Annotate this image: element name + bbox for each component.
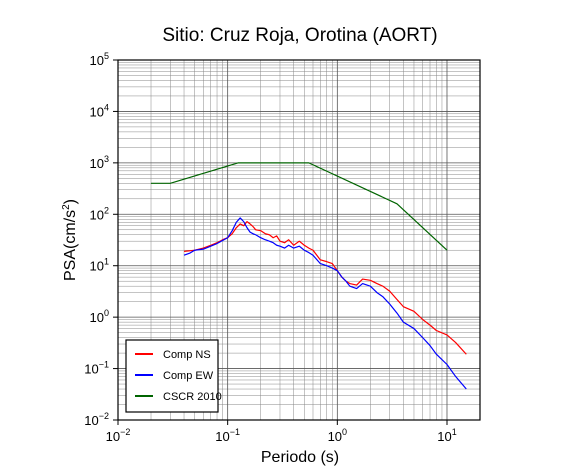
x-tick-label: 10−2 [106, 427, 131, 444]
x-tick-label: 100 [328, 427, 347, 444]
plot-frame [117, 59, 481, 421]
y-tick-labels: 10−2 10−1 100 101 102 103 104 105 [84, 51, 118, 428]
series-layer [151, 162, 467, 390]
legend: Comp NS Comp EW CSCR 2010 [125, 339, 222, 413]
y-tick-label: 10−2 [84, 411, 109, 428]
series-line-1 [183, 217, 467, 390]
y-tick-label: 10−1 [84, 360, 109, 377]
grid-minor [118, 60, 481, 420]
y-tick-label: 101 [90, 257, 109, 274]
x-axis-label: Periodo (s) [261, 449, 339, 466]
y-tick-label: 100 [90, 308, 109, 325]
y-tick-label: 102 [90, 205, 109, 222]
y-tick-label: 105 [90, 51, 109, 68]
x-tick-label: 101 [437, 427, 456, 444]
y-axis-label: PSA(cm/s2) [61, 199, 79, 281]
x-tick-labels: 10−2 10−1 100 101 [106, 420, 457, 444]
y-axis-label-close: ) [62, 199, 79, 204]
legend-entry: Comp EW [163, 370, 214, 382]
legend-entry: Comp NS [163, 349, 211, 361]
y-tick-label: 104 [90, 102, 109, 119]
series-line-2 [151, 162, 448, 251]
chart-title: Sitio: Cruz Roja, Orotina (AORT) [162, 25, 437, 46]
series-line-0 [183, 221, 467, 355]
y-axis-label-base: PSA(cm/s [62, 210, 79, 281]
legend-entry: CSCR 2010 [163, 391, 222, 403]
x-tick-label: 10−1 [215, 427, 240, 444]
y-tick-label: 103 [90, 154, 109, 171]
y-axis-label-exp: 2 [61, 204, 72, 210]
